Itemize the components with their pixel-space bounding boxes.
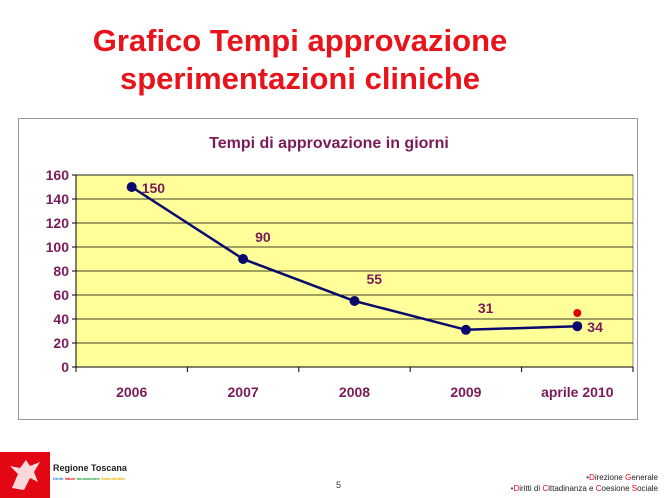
x-tick-label: 2006 bbox=[116, 384, 147, 400]
data-label: 34 bbox=[587, 319, 603, 335]
org-name: Regione Toscana bbox=[53, 463, 127, 473]
pegasus-icon bbox=[10, 460, 40, 490]
data-label: 90 bbox=[255, 229, 271, 245]
y-tick-label: 40 bbox=[53, 311, 69, 327]
tagline-word: Innovazione bbox=[76, 476, 101, 481]
data-point bbox=[126, 182, 137, 192]
y-tick-label: 0 bbox=[61, 359, 69, 375]
slide-title-line2: sperimentazioni cliniche bbox=[119, 61, 481, 96]
x-tick-label: 2009 bbox=[450, 384, 481, 400]
chart-title: Tempi di approvazione in giorni bbox=[209, 135, 449, 152]
data-label: 150 bbox=[142, 180, 166, 196]
dept-line1: •Direzione Generale bbox=[586, 473, 658, 482]
data-label: 55 bbox=[367, 271, 383, 287]
y-tick-label: 100 bbox=[46, 239, 70, 255]
data-point bbox=[572, 321, 583, 332]
y-tick-label: 20 bbox=[53, 335, 69, 351]
regione-toscana-logo bbox=[0, 452, 50, 498]
y-tick-label: 60 bbox=[53, 287, 69, 303]
data-point bbox=[460, 324, 471, 335]
data-point bbox=[573, 309, 582, 317]
tagline-word: Diritti bbox=[53, 476, 65, 481]
chart-svg: Tempi di approvazione in giorni 0 20 40 60 80… bbox=[46, 135, 634, 400]
org-tagline: Diritti Valori Innovazione Sostenibilità bbox=[53, 476, 125, 481]
x-tick-label: 2008 bbox=[339, 384, 370, 400]
x-tick-label: 2007 bbox=[228, 384, 259, 400]
x-tick-label: aprile 2010 bbox=[541, 384, 614, 400]
chart: Tempi di approvazione in giorni 0 20 40 60 80… bbox=[18, 118, 638, 420]
dept-line2: •Diritti di Cittadinanza e Coesione Soci… bbox=[510, 484, 658, 493]
tagline-word: Valori bbox=[64, 476, 77, 481]
y-tick-label: 160 bbox=[46, 167, 70, 183]
slide-title-line1: Grafico Tempi approvazione bbox=[92, 23, 508, 58]
y-tick-label: 120 bbox=[46, 215, 70, 231]
y-tick-label: 140 bbox=[46, 191, 70, 207]
data-point bbox=[349, 296, 360, 306]
y-tick-label: 80 bbox=[53, 263, 69, 279]
tagline-word: Sostenibilità bbox=[100, 476, 125, 481]
page-number: 5 bbox=[336, 480, 342, 490]
data-point bbox=[238, 254, 249, 264]
data-label: 31 bbox=[478, 300, 494, 316]
